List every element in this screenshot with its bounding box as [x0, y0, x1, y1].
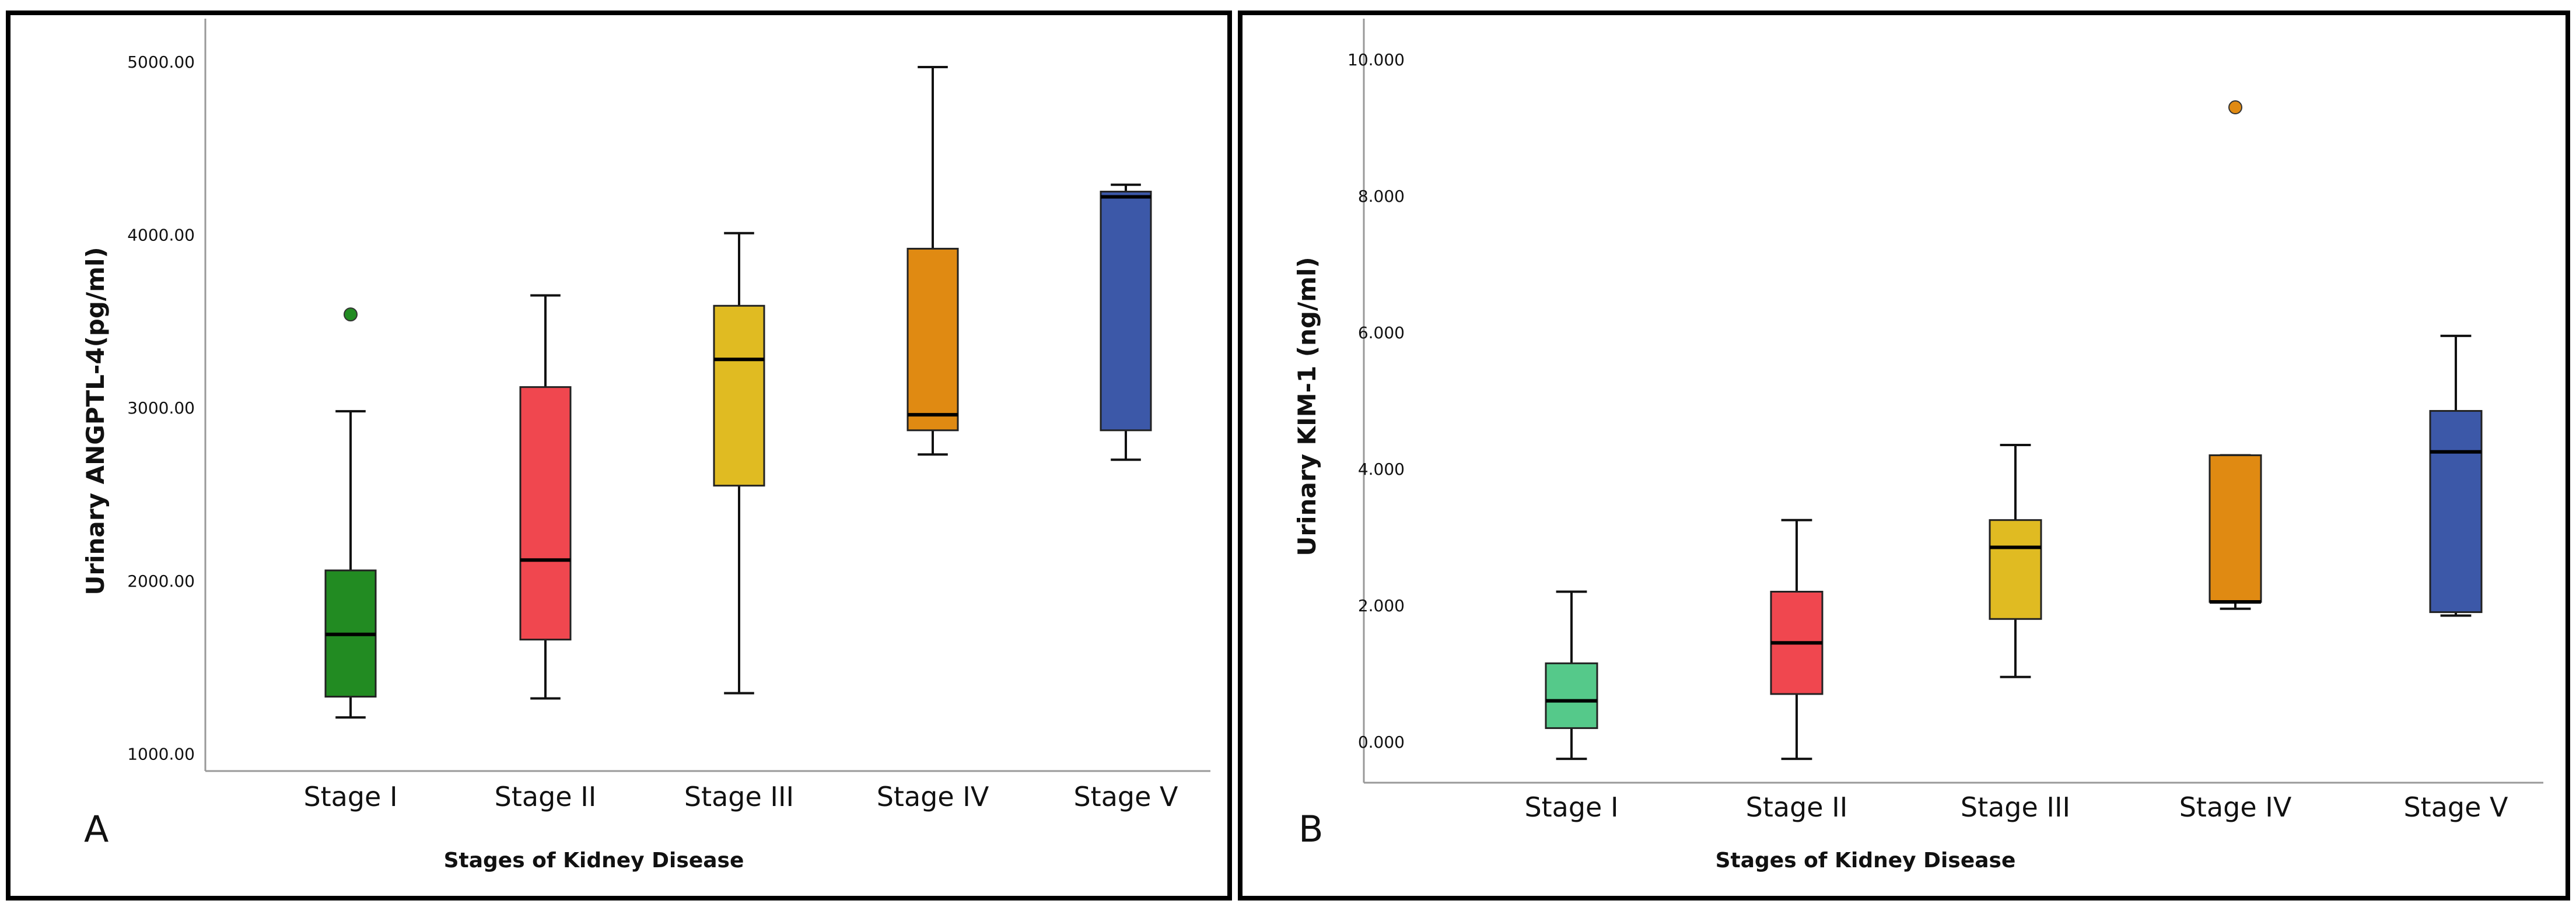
panel-a-y-tick-label: 2000.00: [127, 572, 195, 591]
panel-b-category-label: Stage IV: [2179, 791, 2292, 823]
panel-a-box: [519, 386, 572, 641]
panel-a-x-axis-label: Stages of Kidney Disease: [444, 849, 744, 873]
panel-a: 1000.00 2000.00 3000.00 4000.00 5000.00 Stage…: [6, 10, 1232, 901]
panel-b-y-tick-label: 4.000: [1358, 460, 1405, 479]
panel-a-category-label: Stage IV: [877, 781, 989, 812]
panel-a-outlier-point: [344, 307, 358, 322]
panel-a-y-tick-label: 4000.00: [127, 226, 195, 245]
panel-a-box: [713, 304, 765, 487]
panel-b-box: [2208, 454, 2262, 603]
panel-b-y-tick-label: 2.000: [1358, 596, 1405, 615]
panel-b: 0.000 2.000 4.000 6.000 8.000 10.000 Stage I St…: [1238, 10, 2570, 901]
panel-b-category-label: Stage I: [1524, 791, 1618, 823]
panel-b-x-axis-label: Stages of Kidney Disease: [1716, 849, 2016, 873]
panel-a-category-label: Stage I: [303, 781, 397, 812]
panel-b-y-tick-label: 0.000: [1358, 733, 1405, 752]
panel-a-y-tick-label: 5000.00: [127, 52, 195, 72]
panel-a-border: [6, 10, 1232, 901]
panel-a-category-label: Stage V: [1073, 781, 1178, 812]
panel-a-box: [1100, 191, 1152, 432]
panel-a-category-label: Stage II: [495, 781, 597, 812]
panel-b-category-label: Stage II: [1746, 791, 1848, 823]
panel-b-box: [1989, 519, 2042, 620]
panel-b-y-tick-label: 6.000: [1358, 323, 1405, 342]
panel-b-box: [2429, 410, 2483, 614]
panel-a-y-tick-label: 1000.00: [127, 744, 195, 763]
panel-b-label: B: [1298, 808, 1324, 850]
panel-a-label: A: [84, 808, 108, 850]
panel-a-category-label: Stage III: [684, 781, 794, 812]
panel-b-category-label: Stage V: [2403, 791, 2508, 823]
panel-b-y-tick-label: 8.000: [1358, 187, 1405, 206]
panel-b-border: [1238, 10, 2570, 901]
panel-a-y-tick-label: 3000.00: [127, 398, 195, 418]
panel-a-box: [907, 247, 959, 432]
panel-a-y-axis-label: Urinary ANGPTL-4(pg/ml): [81, 247, 110, 595]
panel-b-box: [1545, 662, 1598, 729]
panel-b-category-label: Stage III: [1961, 791, 2070, 823]
panel-b-y-axis-label: Urinary KIM-1 (ng/ml): [1293, 257, 1321, 556]
panel-b-outlier-point: [2228, 100, 2242, 115]
panel-b-y-tick-label: 10.000: [1348, 50, 1405, 69]
panel-b-plot: 0.000 2.000 4.000 6.000 8.000 10.000 Stage I St…: [1348, 19, 2543, 823]
panel-a-plot: 1000.00 2000.00 3000.00 4000.00 5000.00 Stage…: [127, 19, 1210, 812]
